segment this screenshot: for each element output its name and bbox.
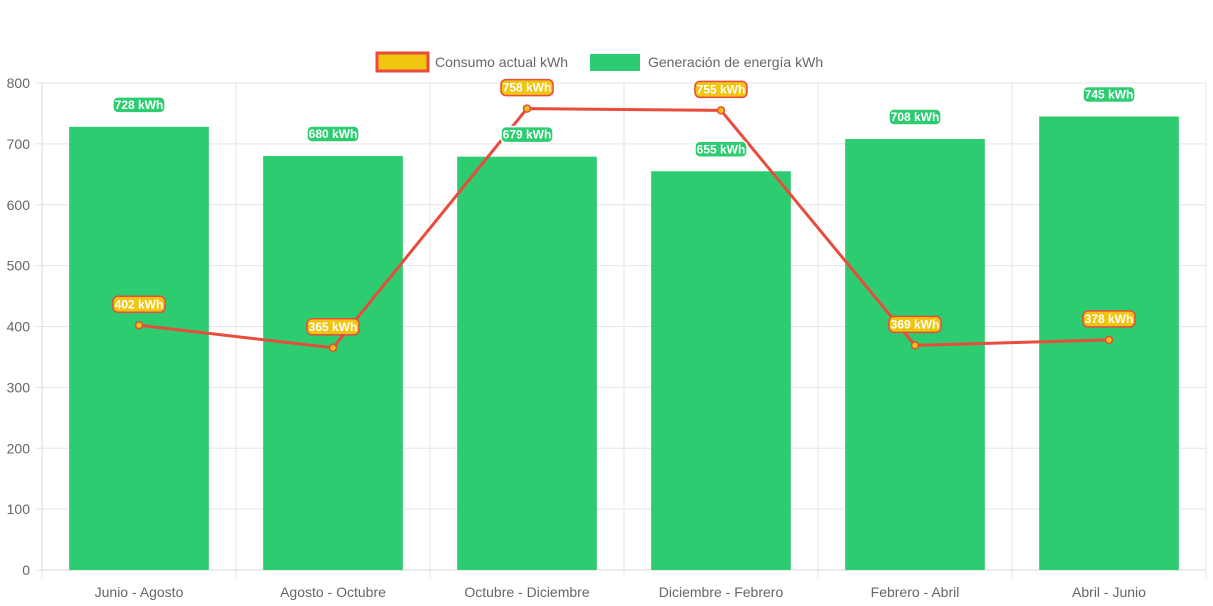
grid-lines: [35, 82, 1207, 578]
data-label: 679 kWh: [500, 125, 554, 144]
data-label-box: [306, 318, 360, 336]
x-tick-label: Abril - Junio: [1072, 584, 1146, 600]
x-tick-label: Junio - Agosto: [95, 584, 184, 600]
data-label-text: 758 kWh: [503, 81, 552, 95]
x-tick-label: Febrero - Abril: [871, 584, 960, 600]
data-label-box: [306, 125, 360, 143]
line-path: [138, 107, 1110, 350]
bar: [845, 139, 985, 570]
bar-series: [69, 116, 1179, 571]
line-point: [910, 341, 920, 350]
data-label: 758 kWh: [500, 78, 554, 97]
data-label-text: 745 kWh: [1085, 87, 1134, 101]
y-tick-label: 100: [7, 501, 31, 517]
data-label: 402 kWh: [112, 295, 166, 314]
data-label: 745 kWh: [1082, 85, 1136, 104]
data-label-box: [500, 78, 554, 97]
y-tick-label: 500: [7, 258, 31, 274]
data-label-box: [888, 315, 942, 334]
line-point: [1104, 335, 1114, 345]
line-point: [522, 104, 532, 113]
data-label-box: [694, 140, 748, 159]
y-tick-label: 800: [7, 75, 31, 91]
data-labels: 728 kWh 680 kWh 679 kWh 655 kWh 708 kWh 745 k…: [112, 78, 1136, 336]
data-label: 365 kWh: [306, 318, 360, 336]
data-label-text: 365 kWh: [309, 320, 358, 334]
legend-label-consumo[interactable]: Consumo actual kWh: [435, 54, 568, 70]
data-label-box: [112, 96, 166, 114]
line-point: [134, 321, 144, 330]
data-label-text: 680 kWh: [309, 127, 358, 141]
data-label-text: 402 kWh: [115, 297, 164, 311]
y-tick-label: 700: [7, 136, 31, 152]
data-label-box: [112, 295, 166, 314]
data-label-box: [500, 125, 554, 144]
data-label-text: 378 kWh: [1085, 312, 1134, 326]
y-tick-label: 300: [7, 379, 31, 395]
data-label-text: 679 kWh: [503, 128, 552, 142]
x-tick-label: Octubre - Diciembre: [464, 584, 589, 600]
data-label-box: [694, 80, 748, 99]
data-label: 728 kWh: [112, 96, 166, 114]
x-axis-ticks: Junio - Agosto Agosto - Octubre Octubre - …: [95, 584, 1147, 600]
y-axis-ticks: 0 100 200 300 400 500 600 700 800: [7, 75, 31, 578]
bar: [263, 156, 403, 571]
data-label-box: [1082, 310, 1136, 328]
data-label-text: 655 kWh: [697, 142, 746, 156]
data-label: 680 kWh: [306, 125, 360, 143]
data-label: 708 kWh: [888, 108, 942, 126]
data-label-text: 708 kWh: [891, 110, 940, 124]
data-label-text: 369 kWh: [891, 317, 940, 331]
data-label: 655 kWh: [694, 140, 748, 159]
y-tick-label: 200: [7, 440, 31, 456]
bar: [457, 156, 597, 570]
data-label: 755 kWh: [694, 80, 748, 99]
data-label-text: 728 kWh: [115, 98, 164, 112]
legend-swatch-consumo[interactable]: [375, 51, 430, 73]
legend[interactable]: Consumo actual kWh Generación de energía…: [375, 51, 823, 73]
line-point: [716, 106, 726, 115]
line-series: [134, 104, 1114, 353]
line-point: [328, 343, 338, 353]
data-label-box: [888, 108, 942, 126]
y-tick-label: 600: [7, 197, 31, 213]
legend-label-generacion[interactable]: Generación de energía kWh: [648, 54, 823, 70]
bar: [651, 171, 791, 571]
y-tick-label: 400: [7, 319, 31, 335]
x-tick-label: Agosto - Octubre: [280, 584, 386, 600]
bar: [69, 126, 209, 570]
data-label-box: [1082, 85, 1136, 104]
y-tick-label: 0: [22, 562, 30, 578]
data-label-text: 755 kWh: [697, 82, 746, 96]
data-label: 369 kWh: [888, 315, 942, 334]
x-tick-label: Diciembre - Febrero: [659, 584, 784, 600]
data-label: 378 kWh: [1082, 310, 1136, 328]
legend-swatch-generacion[interactable]: [590, 54, 640, 71]
